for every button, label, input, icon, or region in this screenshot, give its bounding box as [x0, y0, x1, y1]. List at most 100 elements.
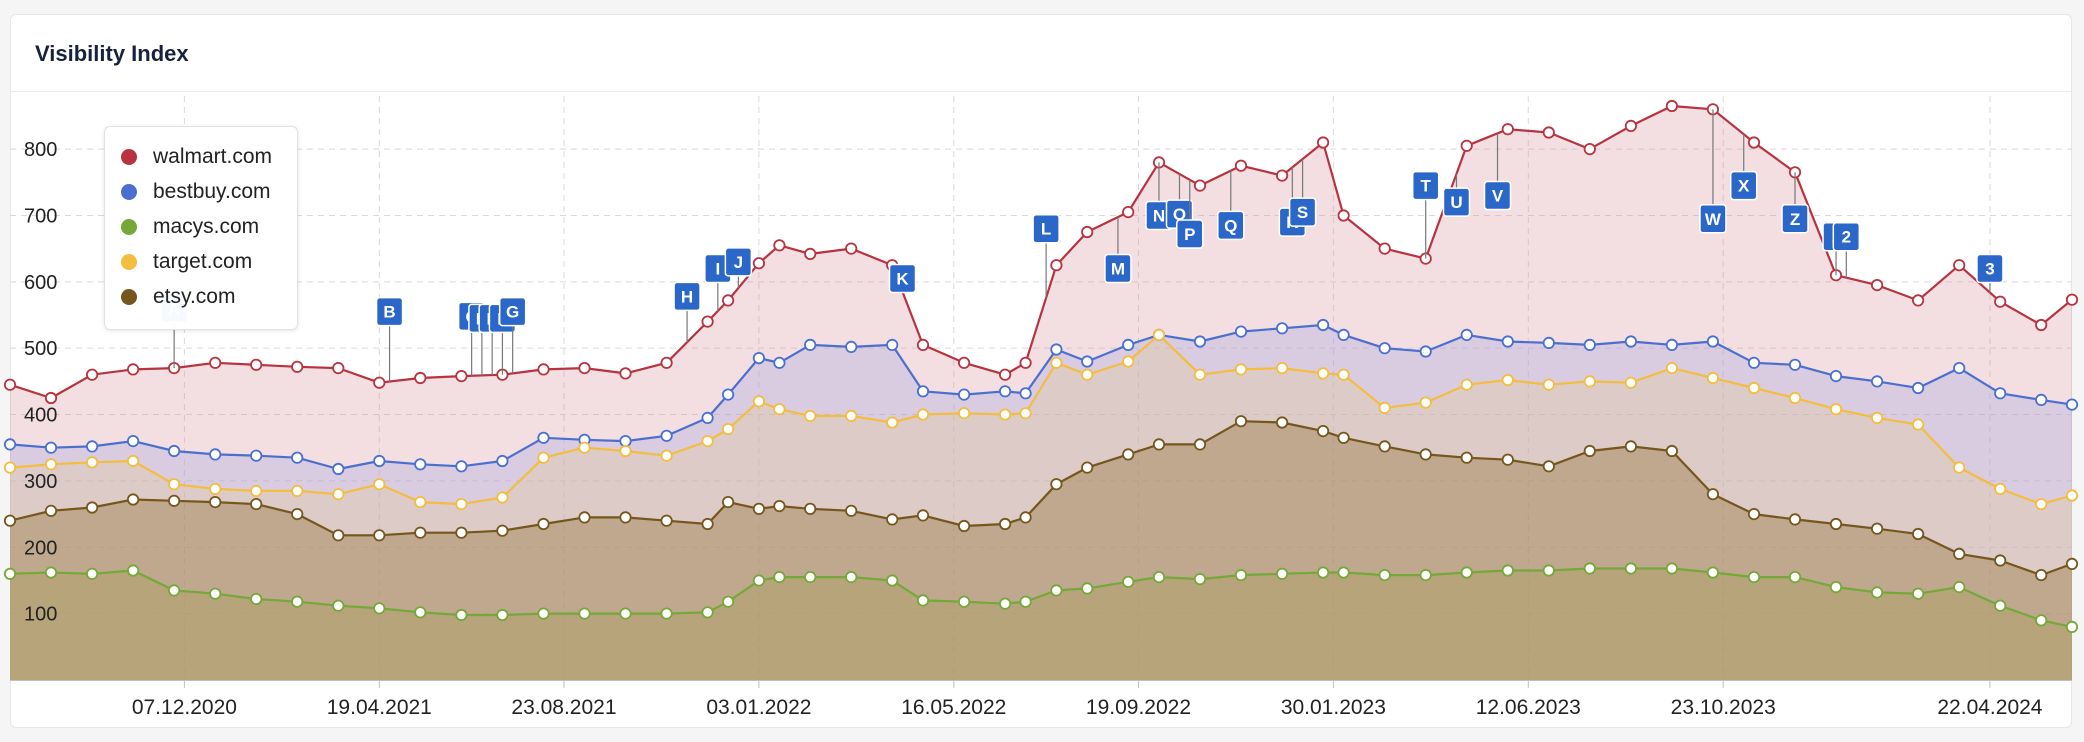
point-etsy.com-54	[2065, 557, 2079, 571]
annotation-label-P: P	[1184, 225, 1195, 244]
chart-legend: walmart.com bestbuy.com macys.com target.co…	[104, 126, 298, 330]
point-etsy.com-7	[291, 507, 304, 521]
point-target.com-25	[957, 407, 971, 420]
point-target.com-24	[916, 408, 930, 421]
point-target.com-34	[1276, 361, 1289, 375]
legend-item-macys.com[interactable]: macys.com	[121, 209, 297, 244]
annotation-G[interactable]: G	[498, 296, 527, 374]
annotation-label-M: M	[1111, 260, 1125, 279]
point-macys.com-1	[44, 566, 58, 579]
point-bestbuy.com-33	[1234, 325, 1248, 338]
area-walmart.com	[10, 106, 2072, 680]
point-etsy.com-44	[1665, 444, 1679, 458]
point-walmart.com-20	[773, 239, 786, 252]
x-axis: 07.12.2020 19.04.2021 23.08.2021 03.01.2022…	[10, 680, 2072, 719]
annotation-P[interactable]: P	[1176, 179, 1204, 249]
legend-item-bestbuy.com[interactable]: bestbuy.com	[121, 174, 297, 209]
point-walmart.com-42	[1583, 143, 1596, 156]
point-target.com-44	[1665, 361, 1679, 375]
annotation-2[interactable]: 2	[1832, 221, 1861, 278]
annotation-flag-Z	[1781, 204, 1809, 234]
point-target.com-7	[291, 484, 304, 497]
point-target.com-32	[1193, 368, 1207, 381]
point-walmart.com-14	[578, 361, 591, 375]
point-macys.com-47	[1788, 570, 1802, 584]
point-bestbuy.com-11	[455, 460, 468, 473]
annotation-V[interactable]: V	[1483, 133, 1512, 211]
point-target.com-17	[701, 434, 714, 448]
point-etsy.com-20	[773, 499, 786, 513]
point-target.com-22	[845, 409, 858, 422]
annotation-U[interactable]: U	[1442, 173, 1471, 217]
point-walmart.com-7	[291, 360, 304, 373]
annotation-W[interactable]: W	[1699, 109, 1727, 234]
annotation-H[interactable]: H	[673, 281, 701, 343]
point-walmart.com-13	[537, 363, 550, 376]
annotation-flag-P	[1176, 219, 1204, 249]
point-target.com-8	[332, 488, 345, 501]
point-walmart.com-0	[3, 378, 17, 391]
point-etsy.com-52	[1994, 554, 2007, 567]
point-walmart.com-3	[127, 363, 140, 376]
point-target.com-49	[1871, 411, 1884, 424]
point-etsy.com-33	[1234, 415, 1248, 428]
point-bestbuy.com-16	[660, 429, 673, 442]
chart-title: Visibility Index	[35, 41, 189, 66]
legend-item-etsy.com[interactable]: etsy.com	[121, 279, 297, 314]
annotation-J[interactable]: J	[724, 247, 753, 289]
point-bestbuy.com-0	[3, 438, 17, 451]
point-bestbuy.com-13	[537, 431, 550, 444]
point-macys.com-24	[916, 594, 930, 607]
point-etsy.com-21	[804, 502, 817, 515]
point-walmart.com-11	[455, 369, 468, 383]
point-bestbuy.com-47	[1788, 358, 1802, 371]
annotation-L[interactable]: L	[1032, 213, 1060, 298]
x-tick-label-4: 16.05.2022	[901, 696, 1006, 719]
point-macys.com-45	[1706, 566, 1720, 579]
annotation-Q[interactable]: Q	[1217, 170, 1245, 241]
point-bestbuy.com-53	[2035, 393, 2048, 406]
point-target.com-13	[537, 451, 550, 464]
annotation-B[interactable]: B	[375, 296, 404, 382]
legend-dot-icon	[121, 183, 137, 200]
point-macys.com-38	[1419, 568, 1432, 582]
point-target.com-18	[721, 422, 735, 436]
legend-label: bestbuy.com	[153, 179, 271, 203]
annotation-X[interactable]: X	[1729, 134, 1758, 201]
point-macys.com-30	[1122, 575, 1135, 588]
point-macys.com-39	[1460, 566, 1473, 579]
legend-item-target.com[interactable]: target.com	[121, 244, 297, 279]
point-walmart.com-1	[44, 391, 58, 405]
annotation-flag-3	[1976, 253, 2004, 284]
point-etsy.com-10	[414, 526, 427, 539]
point-target.com-4	[168, 478, 181, 491]
point-etsy.com-5	[209, 495, 222, 509]
annotation-Z[interactable]: Z	[1781, 172, 1809, 234]
annotation-N[interactable]: N	[1145, 162, 1173, 231]
point-macys.com-11	[455, 608, 468, 622]
annotation-S[interactable]: S	[1288, 159, 1317, 227]
point-walmart.com-21	[804, 247, 817, 260]
annotation-flag-H	[673, 281, 701, 312]
point-target.com-9	[373, 478, 386, 491]
legend-label: walmart.com	[153, 144, 273, 168]
point-bestbuy.com-40	[1501, 335, 1514, 348]
y-axis: 100 200 300 400 500 600 700 800	[24, 139, 57, 626]
point-etsy.com-12	[496, 524, 509, 537]
point-macys.com-28	[1050, 584, 1063, 597]
annotation-label-H: H	[681, 287, 693, 306]
point-target.com-45	[1706, 371, 1720, 385]
point-bestbuy.com-39	[1460, 328, 1473, 341]
point-target.com-0	[3, 461, 17, 474]
y-tick-label-100: 100	[24, 604, 57, 626]
annotation-flag-W	[1699, 204, 1727, 234]
point-walmart.com-33	[1234, 159, 1248, 172]
annotation-3[interactable]: 3	[1976, 253, 2004, 293]
annotation-M[interactable]: M	[1104, 217, 1132, 284]
annotation-T[interactable]: T	[1411, 170, 1440, 259]
legend-item-walmart.com[interactable]: walmart.com	[121, 139, 297, 174]
annotation-K[interactable]: K	[888, 263, 917, 294]
point-walmart.com-15	[619, 367, 632, 380]
point-walmart.com-46	[1747, 136, 1761, 149]
point-target.com-40	[1501, 373, 1514, 387]
